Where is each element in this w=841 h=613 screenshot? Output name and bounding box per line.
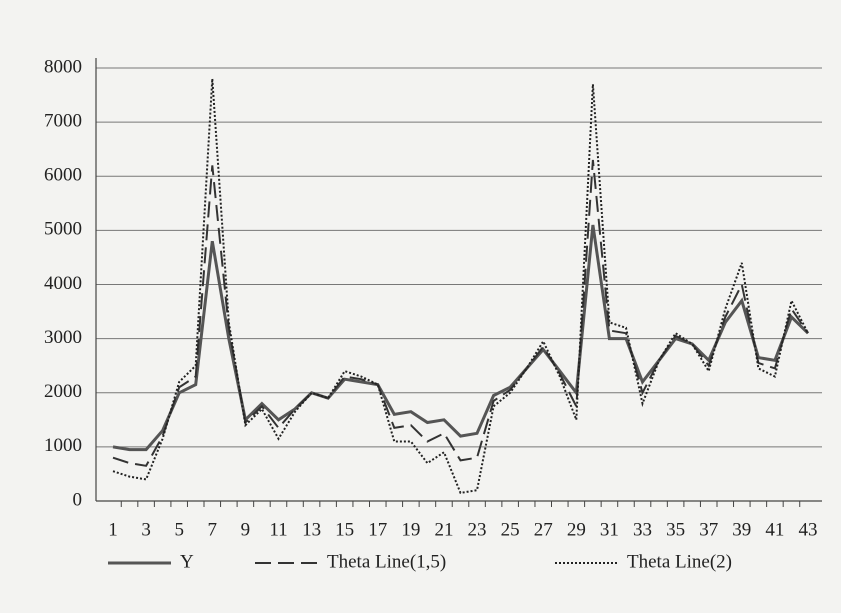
x-tick-label: 5 [174,519,184,540]
series-line [112,224,810,452]
x-tick-label: 19 [401,519,420,540]
x-tick-label: 3 [141,519,151,540]
x-tick-label: 25 [501,519,520,540]
x-tick-label: 17 [368,519,387,540]
x-tick-label: 33 [633,519,652,540]
x-tick-label: 7 [208,519,218,540]
x-tick-label: 37 [699,519,718,540]
y-tick-label: 0 [73,489,83,510]
x-tick-label: 9 [241,519,251,540]
x-tick-label: 43 [799,519,818,540]
legend-label: Y [180,551,194,572]
series-line [112,78,809,495]
y-tick-label: 3000 [44,327,82,348]
legend-label: Theta Line(2) [627,551,732,572]
x-tick-label: 39 [732,519,751,540]
y-tick-label: 8000 [44,56,82,77]
x-tick-label: 35 [666,519,685,540]
y-tick-label: 7000 [44,110,82,131]
x-tick-label: 13 [302,519,321,540]
y-tick-label: 6000 [44,165,82,186]
y-tick-label: 5000 [44,219,82,240]
y-tick-label: 1000 [44,435,82,456]
x-tick-label: 15 [335,519,354,540]
series-line [112,159,809,467]
y-tick-label: 4000 [44,273,82,294]
x-tick-label: 31 [600,519,619,540]
x-tick-label: 41 [765,519,784,540]
x-tick-label: 29 [567,519,586,540]
x-tick-label: 27 [534,519,553,540]
x-tick-label: 1 [108,519,118,540]
x-tick-label: 23 [468,519,487,540]
y-tick-label: 2000 [44,381,82,402]
x-tick-label: 21 [434,519,453,540]
legend-label: Theta Line(1,5) [327,551,446,572]
x-tick-label: 11 [269,519,287,540]
